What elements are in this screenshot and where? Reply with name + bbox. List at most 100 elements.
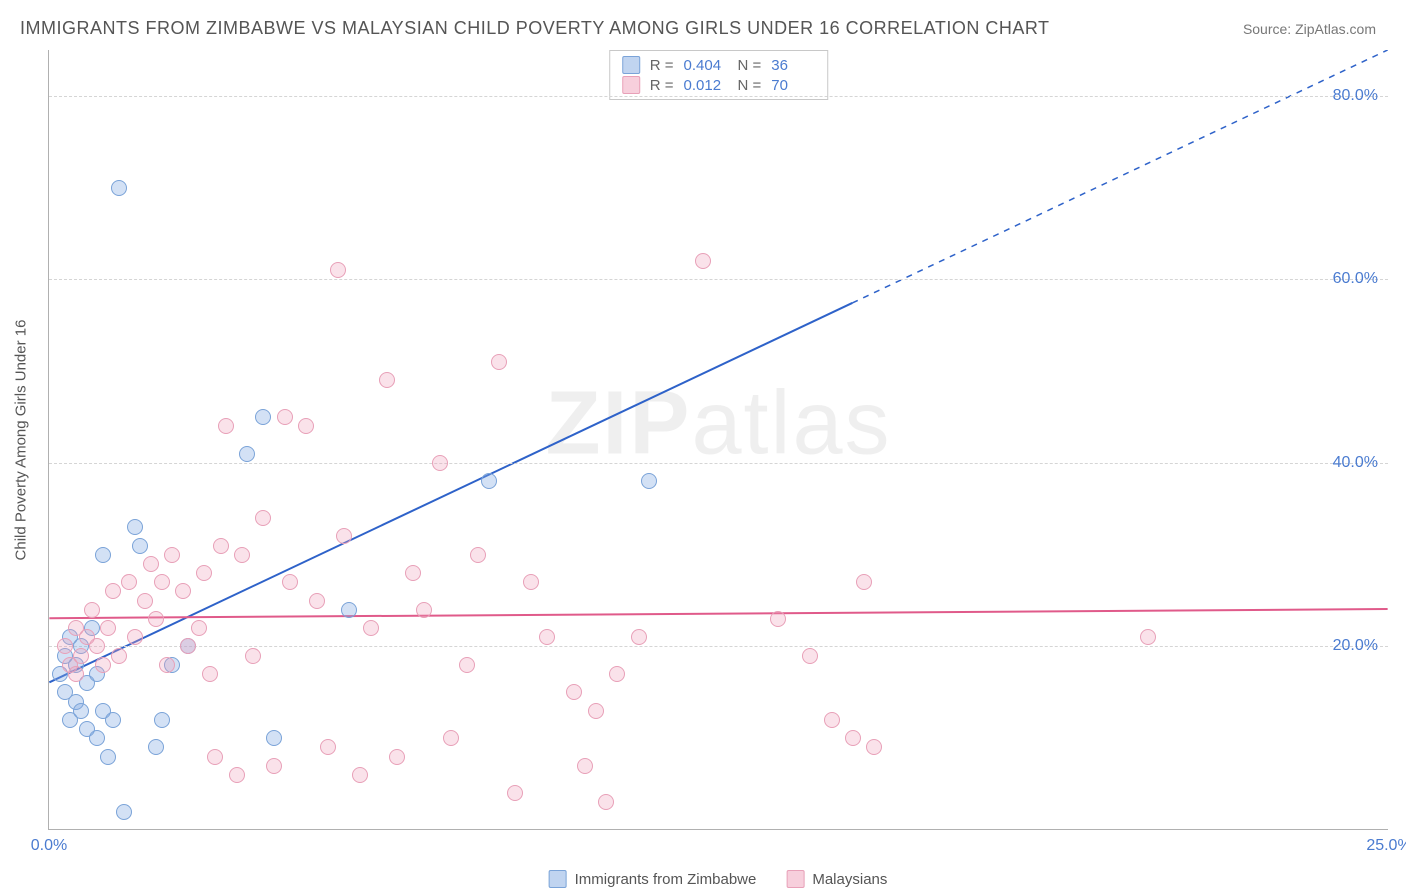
watermark-light: atlas [691,373,891,473]
scatter-point-s2 [266,758,282,774]
scatter-point-s2 [298,418,314,434]
scatter-point-s2 [336,528,352,544]
scatter-point-s2 [866,739,882,755]
scatter-point-s2 [282,574,298,590]
scatter-point-s2 [598,794,614,810]
watermark: ZIPatlas [545,372,891,475]
N-label-s2: N = [738,77,762,94]
scatter-point-s2 [154,574,170,590]
legend-label-s2: Malaysians [812,871,887,888]
stats-legend: R = 0.404 N = 36 R = 0.012 N = 70 [609,50,829,100]
scatter-point-s2 [432,455,448,471]
series-legend: Immigrants from Zimbabwe Malaysians [549,870,888,888]
trendline-solid-s2 [49,609,1387,618]
legend-swatch-s2-icon [786,870,804,888]
scatter-point-s2 [405,565,421,581]
xtick-label: 25.0% [1366,837,1406,855]
scatter-point-s2 [523,574,539,590]
ytick-label: 40.0% [1333,454,1378,472]
scatter-point-s1 [95,547,111,563]
scatter-point-s1 [148,739,164,755]
xtick-label: 0.0% [31,837,67,855]
scatter-point-s2 [245,648,261,664]
gridline-h [49,279,1388,280]
scatter-point-s2 [121,574,137,590]
scatter-point-s2 [1140,629,1156,645]
ytick-label: 20.0% [1333,637,1378,655]
scatter-point-s2 [207,749,223,765]
scatter-point-s2 [845,730,861,746]
scatter-point-s2 [491,354,507,370]
scatter-point-s2 [180,638,196,654]
scatter-point-s2 [856,574,872,590]
N-value-s2: 70 [771,77,815,94]
gridline-h [49,463,1388,464]
gridline-h [49,96,1388,97]
legend-item-s2: Malaysians [786,870,887,888]
scatter-point-s2 [588,703,604,719]
chart-container: Child Poverty Among Girls Under 16 ZIPat… [48,50,1388,860]
scatter-point-s2 [95,657,111,673]
scatter-point-s2 [459,657,475,673]
scatter-point-s2 [68,666,84,682]
scatter-point-s1 [481,473,497,489]
scatter-point-s2 [577,758,593,774]
scatter-point-s1 [127,519,143,535]
scatter-point-s2 [229,767,245,783]
legend-label-s1: Immigrants from Zimbabwe [575,871,757,888]
header: IMMIGRANTS FROM ZIMBABWE VS MALAYSIAN CH… [0,0,1406,47]
swatch-s1-icon [622,56,640,74]
ytick-label: 60.0% [1333,270,1378,288]
scatter-point-s2 [255,510,271,526]
R-label-s1: R = [650,57,674,74]
scatter-point-s2 [566,684,582,700]
scatter-point-s2 [137,593,153,609]
scatter-point-s2 [202,666,218,682]
scatter-point-s2 [213,538,229,554]
scatter-point-s1 [266,730,282,746]
scatter-point-s2 [234,547,250,563]
scatter-point-s1 [255,409,271,425]
scatter-point-s2 [443,730,459,746]
scatter-point-s2 [84,602,100,618]
scatter-point-s1 [116,804,132,820]
scatter-point-s2 [609,666,625,682]
scatter-point-s2 [57,638,73,654]
scatter-point-s2 [695,253,711,269]
source-label: Source: ZipAtlas.com [1243,21,1376,37]
scatter-point-s1 [641,473,657,489]
legend-item-s1: Immigrants from Zimbabwe [549,870,757,888]
scatter-point-s2 [389,749,405,765]
swatch-s2-icon [622,76,640,94]
scatter-point-s2 [127,629,143,645]
scatter-point-s1 [105,712,121,728]
scatter-point-s2 [73,648,89,664]
scatter-point-s2 [277,409,293,425]
scatter-point-s1 [100,749,116,765]
trendlines-svg [49,50,1388,829]
chart-title: IMMIGRANTS FROM ZIMBABWE VS MALAYSIAN CH… [20,18,1050,39]
scatter-point-s1 [132,538,148,554]
scatter-point-s2 [416,602,432,618]
scatter-point-s1 [154,712,170,728]
watermark-bold: ZIP [545,373,691,473]
scatter-point-s2 [631,629,647,645]
plot-area: Child Poverty Among Girls Under 16 ZIPat… [48,50,1388,830]
stats-row-s2: R = 0.012 N = 70 [622,75,816,95]
scatter-point-s1 [89,730,105,746]
scatter-point-s2 [507,785,523,801]
ytick-label: 80.0% [1333,87,1378,105]
scatter-point-s2 [148,611,164,627]
scatter-point-s2 [164,547,180,563]
scatter-point-s2 [330,262,346,278]
scatter-point-s2 [105,583,121,599]
scatter-point-s2 [159,657,175,673]
scatter-point-s2 [539,629,555,645]
N-value-s1: 36 [771,57,815,74]
N-label-s1: N = [738,57,762,74]
y-axis-label: Child Poverty Among Girls Under 16 [13,319,30,560]
trendline-dashed-s1 [852,50,1387,303]
R-label-s2: R = [650,77,674,94]
scatter-point-s2 [89,638,105,654]
scatter-point-s2 [143,556,159,572]
